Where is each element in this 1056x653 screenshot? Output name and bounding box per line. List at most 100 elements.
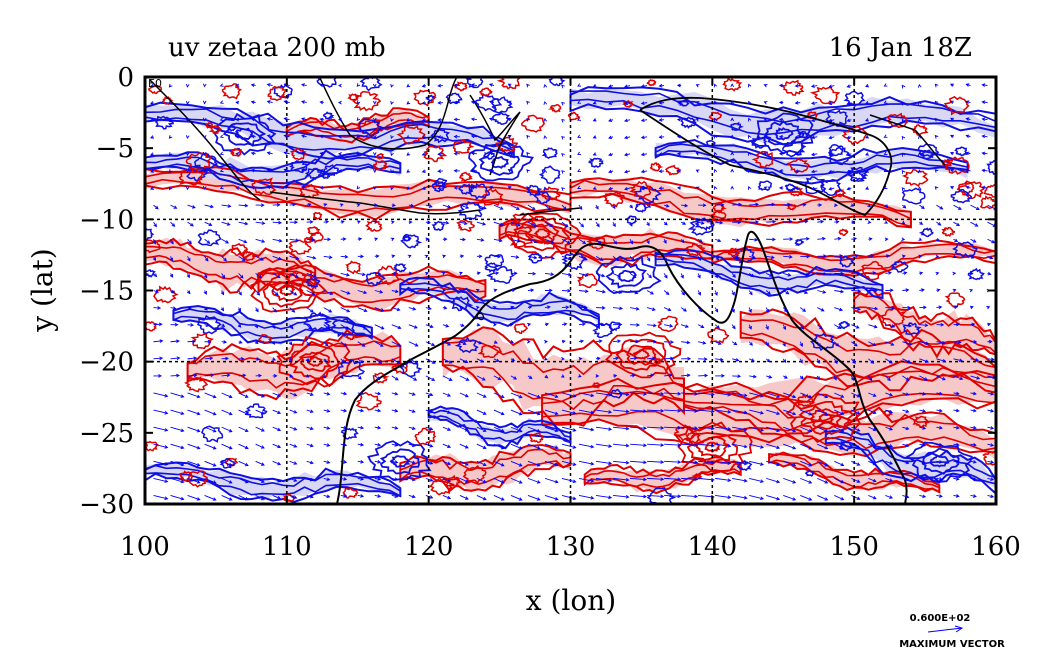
wind-vector [306,443,314,447]
wind-vector-head [976,376,981,380]
small-contour-147 [289,160,308,174]
wind-vector-head [157,306,162,310]
wind-vector [544,221,553,227]
wind-vector [272,426,281,431]
wind-vector-head [865,83,869,88]
wind-vector-head [272,325,276,330]
wind-vector-head [771,202,776,207]
wind-vector [834,409,844,415]
wind-vector [221,443,233,450]
wind-vector-head [276,203,281,207]
wind-vector-head [787,202,792,207]
wind-vector-head [938,305,943,310]
wind-vector-head [889,288,894,293]
wind-vector-head [374,237,379,241]
wind-vector-head [965,185,970,190]
wind-vector [936,375,946,381]
y-tick-label--10: −10 [79,205,134,235]
small-contour-154 [457,201,486,220]
wind-vector-head [511,357,516,362]
wind-vector [255,392,265,398]
wind-vector [613,477,629,481]
wind-vector [306,409,314,413]
wind-vector-head [567,256,572,261]
wind-vector [749,238,758,241]
wind-vector-head [776,496,781,501]
wind-vector [459,375,469,381]
wind-vector-head [970,255,975,259]
wind-vector [647,443,664,446]
wind-vector [851,392,860,398]
wind-vector-head [326,409,331,413]
wind-vector [953,375,963,380]
wind-vector-head [840,496,845,501]
wind-vector-head [891,306,895,310]
wind-vector [442,460,451,465]
wind-vector [647,426,664,429]
wind-vector-head [922,305,927,310]
wind-vector-head [226,373,231,378]
wind-vector-head [629,240,633,245]
wind-vector-head [624,135,628,140]
wind-vector-head [884,204,889,208]
wind-vector-head [990,426,995,430]
wind-vector [493,204,503,210]
small-contour-129 [983,183,996,198]
small-contour-175 [967,267,985,281]
wind-vector [391,375,399,381]
wind-vector-head [219,117,224,121]
wind-vector-head [834,203,838,207]
wind-vector-head [794,169,799,173]
wind-vector-head [617,339,622,344]
wind-vector [919,477,926,481]
positive-center-0-ring-3 [632,348,650,360]
wind-vector-head [394,377,399,381]
wind-vector [272,255,282,260]
wind-vector [391,358,400,364]
small-contour-122 [941,227,956,238]
wind-vector-head [358,375,362,380]
wind-vector-head [658,169,663,173]
wind-vector-head [345,326,349,330]
wind-vector-head [612,205,616,210]
wind-vector-head [293,444,298,448]
positive-center-0-ring-2 [626,344,658,366]
wind-vector [630,460,647,463]
small-contour-46 [375,152,385,160]
small-contour-55 [726,247,741,257]
wind-vector-head [208,222,213,227]
wind-vector [238,477,249,484]
small-contour-189 [730,121,744,131]
wind-vector-head [846,186,851,191]
wind-vector-head [572,496,577,501]
wind-vector-head [698,308,703,313]
wind-vector-head [572,462,577,466]
wind-vector-head [152,257,157,262]
wind-vector [153,495,168,500]
small-contour-162 [781,79,805,96]
wind-vector-head [563,206,567,211]
small-contour-67 [665,164,680,176]
wind-vector-head [377,425,382,430]
wind-vector [510,221,521,227]
wind-vector-head [447,204,452,209]
wind-vector [885,409,893,413]
wind-vector-head [872,444,877,449]
wind-vector-head [260,257,265,261]
wind-vector-head [488,134,493,139]
wind-vector [561,409,576,414]
wind-vector-head [615,356,620,361]
wind-vector-head [640,84,645,88]
wind-vector [919,460,926,464]
wind-vector-head [808,429,813,433]
wind-vector [749,477,764,483]
wind-vector-head [735,238,740,242]
wind-vector-head [965,100,970,104]
wind-vector [544,204,551,210]
wind-vector-head [629,204,633,209]
small-contour-196 [809,86,841,105]
wind-vector [408,460,416,464]
wind-vector-head [710,392,715,397]
wind-vector-head [865,169,869,173]
wind-vector [902,477,909,481]
